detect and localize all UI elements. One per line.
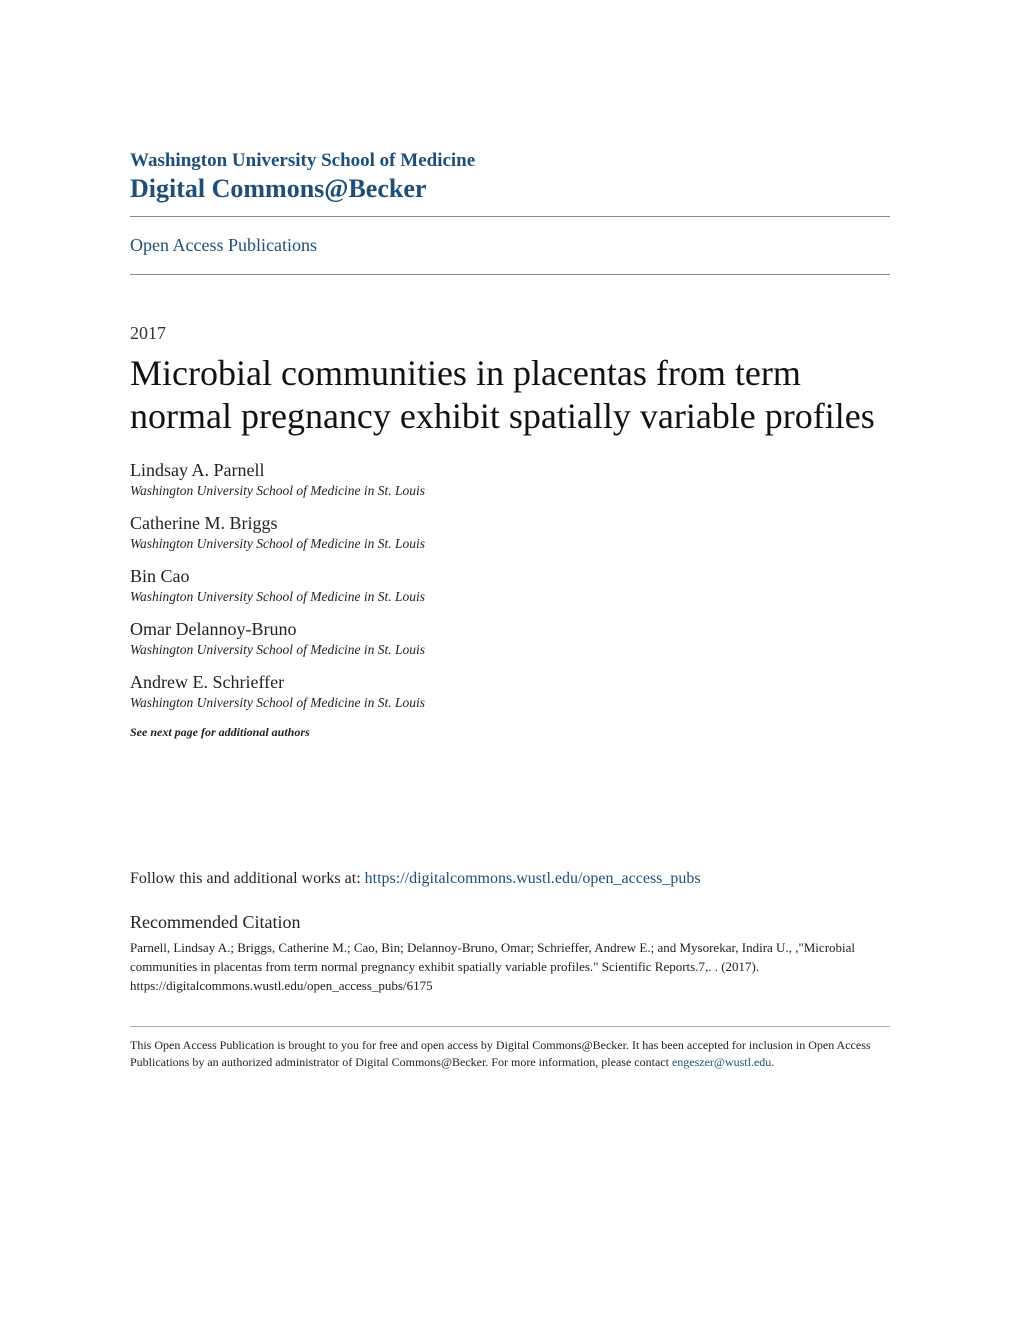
author-entry: Lindsay A. Parnell Washington University… [130, 460, 890, 499]
author-name: Omar Delannoy-Bruno [130, 619, 890, 640]
see-next-page-note: See next page for additional authors [130, 725, 890, 740]
author-affiliation: Washington University School of Medicine… [130, 536, 890, 552]
repository-name[interactable]: Digital Commons@Becker [130, 174, 890, 204]
author-entry: Bin Cao Washington University School of … [130, 566, 890, 605]
collection-link[interactable]: Open Access Publications [130, 235, 317, 256]
recommended-citation-block: Recommended Citation Parnell, Lindsay A.… [130, 912, 890, 996]
author-affiliation: Washington University School of Medicine… [130, 695, 890, 711]
follow-prefix: Follow this and additional works at: [130, 870, 365, 887]
author-name: Andrew E. Schrieffer [130, 672, 890, 693]
author-entry: Omar Delannoy-Bruno Washington Universit… [130, 619, 890, 658]
article-title: Microbial communities in placentas from … [130, 352, 890, 438]
author-affiliation: Washington University School of Medicine… [130, 642, 890, 658]
divider [130, 1026, 890, 1027]
divider [130, 274, 890, 275]
footer-text-suffix: . [771, 1055, 774, 1069]
divider [130, 216, 890, 217]
author-name: Bin Cao [130, 566, 890, 587]
institution-name: Washington University School of Medicine [130, 150, 890, 172]
contact-email-link[interactable]: engeszer@wustl.edu [672, 1055, 771, 1069]
author-entry: Catherine M. Briggs Washington Universit… [130, 513, 890, 552]
follow-url-link[interactable]: https://digitalcommons.wustl.edu/open_ac… [365, 870, 701, 887]
recommended-citation-body: Parnell, Lindsay A.; Briggs, Catherine M… [130, 939, 890, 996]
author-name: Catherine M. Briggs [130, 513, 890, 534]
author-name: Lindsay A. Parnell [130, 460, 890, 481]
publication-year: 2017 [130, 323, 890, 344]
footer-access-statement: This Open Access Publication is brought … [130, 1037, 890, 1072]
author-affiliation: Washington University School of Medicine… [130, 589, 890, 605]
recommended-citation-heading: Recommended Citation [130, 912, 890, 933]
author-entry: Andrew E. Schrieffer Washington Universi… [130, 672, 890, 711]
author-affiliation: Washington University School of Medicine… [130, 483, 890, 499]
page-header: Washington University School of Medicine… [130, 150, 890, 275]
author-list: Lindsay A. Parnell Washington University… [130, 460, 890, 740]
follow-works-line: Follow this and additional works at: htt… [130, 870, 890, 888]
